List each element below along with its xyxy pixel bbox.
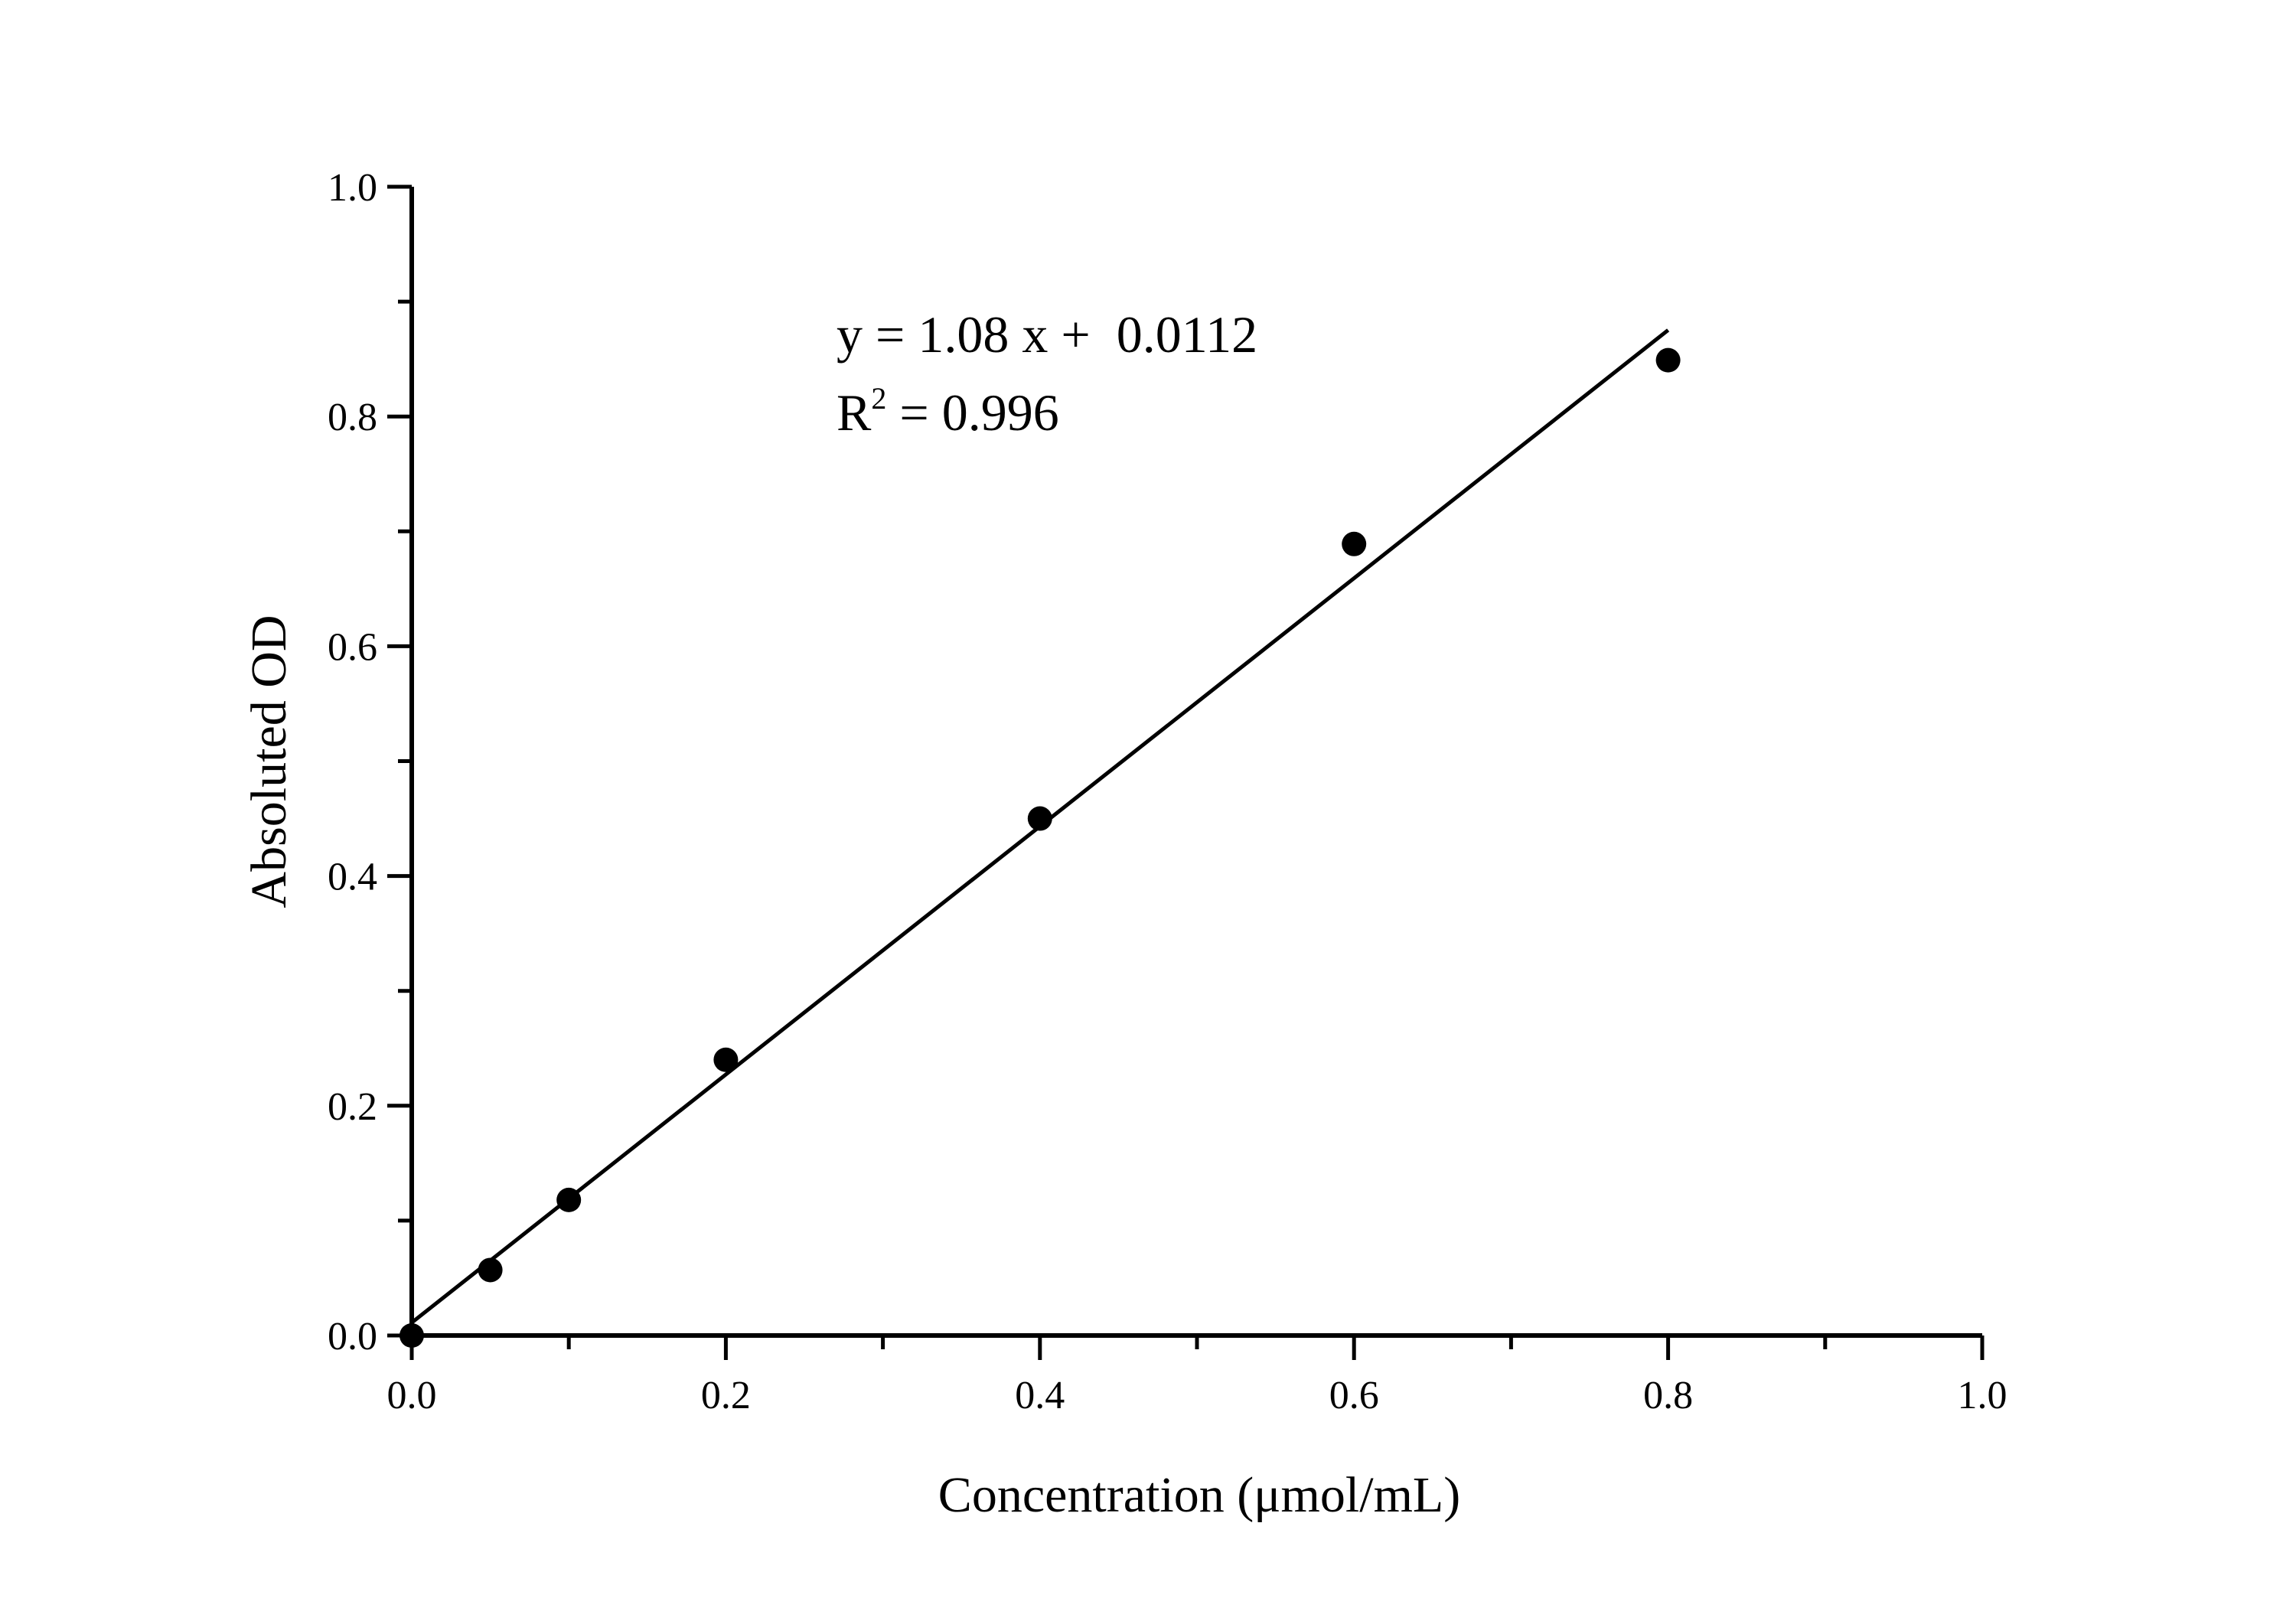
y-tick-label: 0.8 <box>328 396 377 439</box>
data-points <box>400 347 1681 1348</box>
fit-equation: y = 1.08 x + 0.0112 <box>837 305 1257 364</box>
y-tick-label: 1.0 <box>328 166 377 210</box>
y-tick-label: 0.0 <box>328 1315 377 1358</box>
y-tick-label: 0.2 <box>328 1085 377 1129</box>
data-point <box>1655 347 1681 373</box>
y-tick-label: 0.6 <box>328 625 377 669</box>
x-tick-label: 0.8 <box>1643 1374 1693 1417</box>
r-squared-sup: 2 <box>871 381 886 416</box>
ticks: 0.0 0.2 0.4 0.6 0.8 1.0 0.0 0.2 0.4 0.6 0.8 1.0 <box>328 166 2007 1417</box>
y-axis-label: Absoluted OD <box>241 615 297 908</box>
data-point <box>713 1047 739 1072</box>
data-point <box>1342 531 1367 556</box>
data-point <box>556 1187 582 1212</box>
x-tick-label: 0.4 <box>1015 1374 1065 1417</box>
r-squared-prefix: R <box>837 383 872 442</box>
data-point <box>478 1257 503 1283</box>
r-squared: R2 = 0.996 <box>837 381 1059 442</box>
data-point <box>1027 806 1052 831</box>
r-squared-value: = 0.996 <box>886 383 1058 442</box>
x-axis-label: Concentration (μmol/mL) <box>938 1467 1460 1523</box>
x-tick-label: 0.2 <box>701 1374 751 1417</box>
x-tick-label: 0.0 <box>387 1374 437 1417</box>
y-tick-label: 0.4 <box>328 856 377 899</box>
x-tick-label: 1.0 <box>1958 1374 2007 1417</box>
x-tick-label: 0.6 <box>1329 1374 1379 1417</box>
data-point <box>400 1323 424 1348</box>
